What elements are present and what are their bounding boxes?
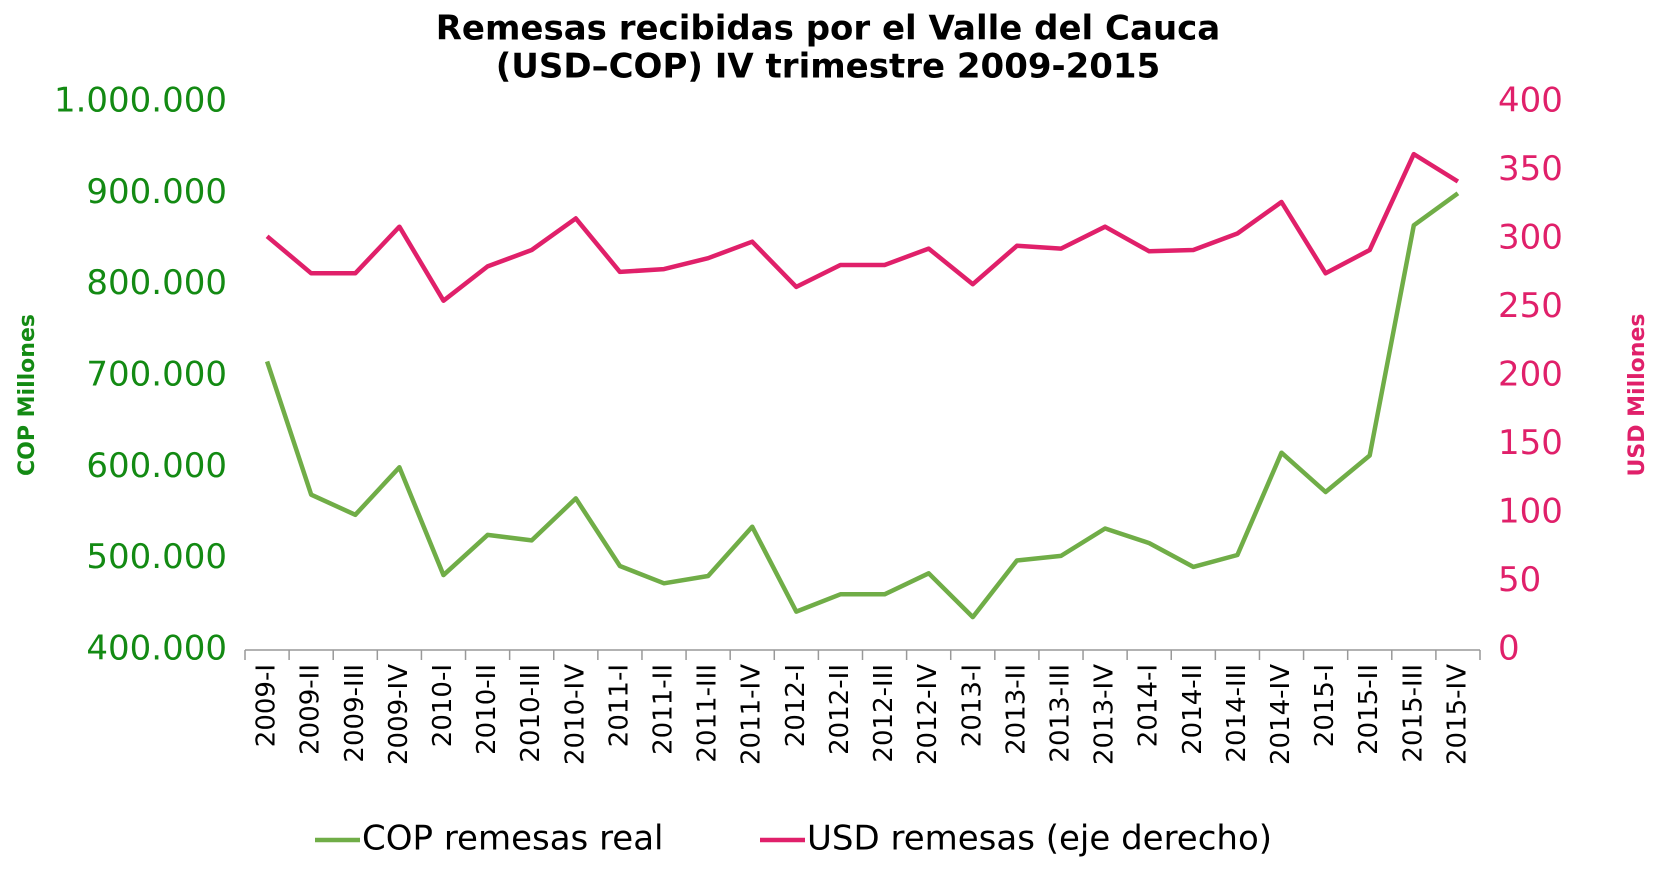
x-tick-label: 2010-I	[428, 664, 458, 747]
y-tick-label: 900.000	[86, 172, 227, 212]
y2-axis-title: USD Millones	[1625, 314, 1650, 477]
x-tick-label: 2010-III	[516, 664, 546, 763]
x-tick-label: 2010-II	[472, 664, 502, 755]
x-tick-label: 2014-I	[1134, 664, 1164, 747]
x-tick-label: 2014-IV	[1266, 664, 1296, 765]
y-tick-label: 400.000	[86, 629, 227, 669]
x-tick-label: 2015-II	[1354, 664, 1384, 755]
chart-subtitle: (USD–COP) IV trimestre 2009-2015	[496, 47, 1161, 87]
x-tick-label: 2015-I	[1310, 664, 1340, 747]
x-tick-label: 2014-II	[1178, 664, 1208, 755]
x-tick-label: 2009-III	[340, 664, 370, 763]
y-tick-label: 500.000	[86, 537, 227, 577]
y-tick-label: 1.000.000	[54, 81, 227, 121]
x-tick-label: 2009-II	[296, 664, 326, 755]
x-tick-label: 2010-IV	[560, 664, 590, 765]
y-axis-title: COP Millones	[15, 314, 40, 476]
x-tick-label: 2012-IV	[913, 664, 943, 765]
y2-tick-label: 200	[1498, 355, 1563, 395]
x-tick-label: 2012-I	[781, 664, 811, 747]
x-tick-label: 2011-I	[604, 664, 634, 747]
y2-tick-label: 100	[1498, 492, 1563, 532]
x-tick-label: 2009-I	[252, 664, 282, 747]
x-tick-label: 2011-IV	[737, 664, 767, 765]
legend-label: USD remesas (eje derecho)	[807, 819, 1272, 859]
chart-title: Remesas recibidas por el Valle del Cauca	[436, 9, 1221, 49]
x-tick-label: 2013-III	[1045, 664, 1075, 763]
x-tick-label: 2013-II	[1001, 664, 1031, 755]
y-tick-label: 600.000	[86, 446, 227, 486]
series-line	[265, 151, 1460, 303]
y2-tick-label: 150	[1498, 423, 1563, 463]
y-tick-label: 800.000	[86, 263, 227, 303]
x-tick-label: 2013-IV	[1090, 664, 1120, 765]
y2-tick-label: 300	[1498, 218, 1563, 258]
x-tick-label: 2009-IV	[384, 664, 414, 765]
x-tick-label: 2013-I	[957, 664, 987, 747]
x-tick-label: 2014-III	[1222, 664, 1252, 763]
y2-tick-label: 250	[1498, 286, 1563, 326]
x-tick-label: 2012-II	[825, 664, 855, 755]
legend-label: COP remesas real	[362, 819, 664, 859]
y2-tick-label: 50	[1498, 560, 1541, 600]
y2-tick-label: 400	[1498, 81, 1563, 121]
y-tick-label: 700.000	[86, 355, 227, 395]
x-tick-label: 2011-III	[693, 664, 723, 763]
x-tick-label: 2012-III	[869, 664, 899, 763]
y2-tick-label: 350	[1498, 149, 1563, 189]
x-tick-label: 2015-III	[1398, 664, 1428, 763]
x-tick-label: 2011-II	[649, 664, 679, 755]
y2-tick-label: 0	[1498, 629, 1520, 669]
series-line	[264, 191, 1460, 620]
x-tick-label: 2015-IV	[1442, 664, 1472, 765]
